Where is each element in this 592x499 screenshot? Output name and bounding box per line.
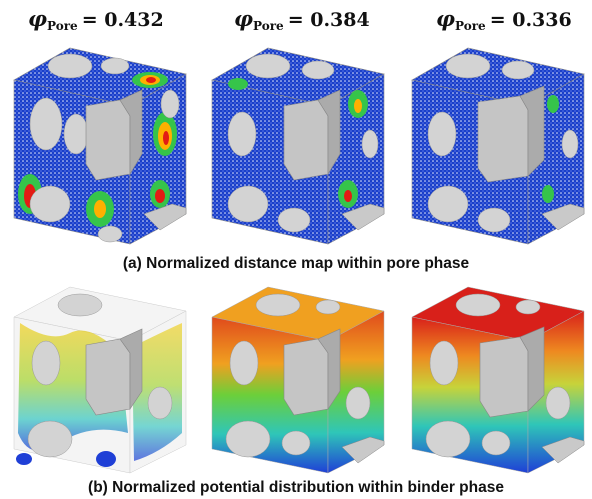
binder-cube-3 [411,286,585,474]
caption-a: (a) Normalized distance map within pore … [122,255,470,272]
porosity-label-3: φPore = 0.336 [436,6,572,33]
pore-cube-3 [411,47,585,245]
porosity-label-2: φPore = 0.384 [234,6,370,33]
caption-b: (b) Normalized potential distribution wi… [88,479,504,496]
porosity-label-1: φPore = 0.432 [28,6,164,33]
pore-cube-2 [211,47,385,245]
binder-cube-2 [211,286,385,474]
pore-cube-1 [13,47,187,245]
binder-cube-1 [13,286,187,474]
